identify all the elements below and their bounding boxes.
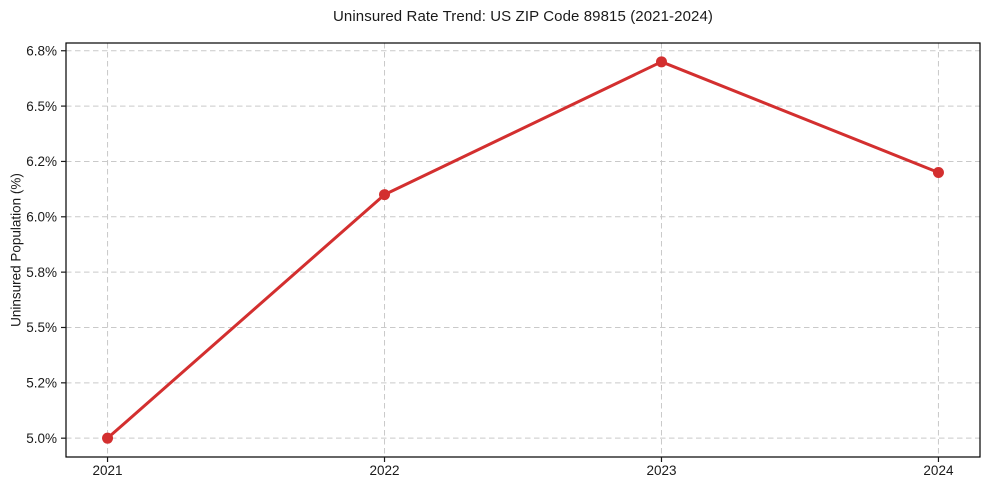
y-tick-label: 6.8% <box>26 43 57 58</box>
y-tick-label: 5.2% <box>26 376 57 391</box>
trend-line <box>106 60 940 440</box>
y-tick-label: 5.0% <box>26 431 57 446</box>
series-uninsured-rate <box>102 56 944 444</box>
grid-lines <box>66 43 980 457</box>
axes-spines <box>65 42 981 458</box>
y-tick-label: 6.2% <box>26 154 57 169</box>
y-tick-label: 5.5% <box>26 320 57 335</box>
x-tick-label: 2024 <box>923 463 954 478</box>
x-tick-label: 2022 <box>369 463 399 478</box>
data-point-marker <box>379 189 391 201</box>
data-point-marker <box>655 56 667 68</box>
chart-title: Uninsured Rate Trend: US ZIP Code 89815 … <box>332 8 714 25</box>
tick-marks <box>61 50 940 462</box>
y-tick-label: 6.5% <box>26 99 57 114</box>
x-tick-label: 2023 <box>646 463 676 478</box>
y-axis-label: Uninsured Population (%) <box>8 173 24 327</box>
data-point-marker <box>932 167 944 179</box>
y-tick-label: 5.8% <box>26 265 57 280</box>
data-point-marker <box>102 432 114 444</box>
tick-labels: 5.0% 5.2% 5.5% 5.8% 6.0% 6.2% 6.5% 6.8% 2021 2022… <box>26 43 954 478</box>
y-tick-label: 6.0% <box>26 209 57 224</box>
x-tick-label: 2021 <box>93 463 123 478</box>
